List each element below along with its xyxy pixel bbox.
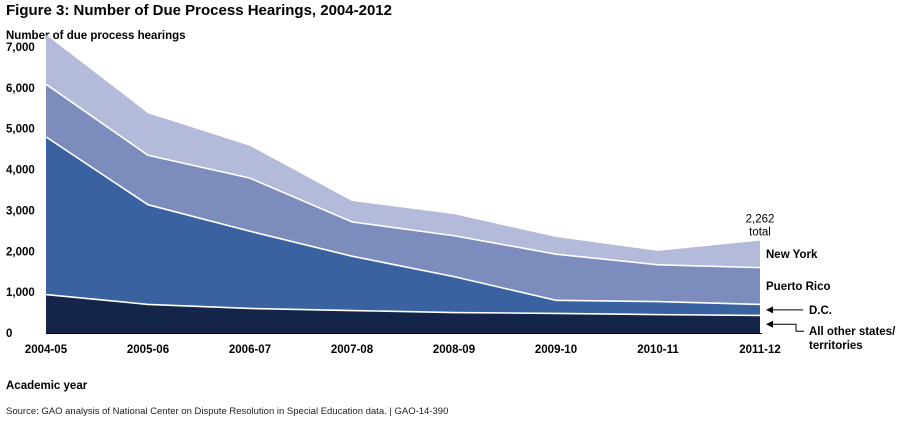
x-tick-label: 2005-06 <box>127 344 169 356</box>
series-label-all-other-line: territories <box>809 340 863 352</box>
y-tick-label: 5,000 <box>6 124 35 136</box>
boundary-puerto-rico <box>45 83 761 269</box>
y-axis-ticks: 0 1,000 2,000 3,000 4,000 5,000 6,000 7,000 <box>6 42 35 340</box>
y-tick-label: 3,000 <box>6 205 35 217</box>
area-layers <box>46 34 760 333</box>
source-note: Source: GAO analysis of National Center … <box>6 406 449 417</box>
x-axis-label: Academic year <box>6 380 88 392</box>
x-tick-label: 2007-08 <box>331 344 374 356</box>
area-new-york <box>46 34 760 268</box>
chart-title: Figure 3: Number of Due Process Hearings… <box>6 2 392 19</box>
all-other-arrow-head <box>766 320 773 328</box>
area-all-other-states-territories <box>46 294 760 333</box>
boundary-all-other-states-territories <box>45 293 761 317</box>
y-tick-label: 7,000 <box>6 42 35 54</box>
area-d-c <box>46 136 760 316</box>
all-other-connector <box>772 323 804 332</box>
y-tick-label: 6,000 <box>6 83 35 95</box>
x-axis-ticks: 2004-05 2005-06 2006-07 2007-08 2008-09 2009-… <box>25 344 781 356</box>
y-tick-label: 4,000 <box>6 165 35 177</box>
series-labels: New York Puerto Rico D.C. All other states/… <box>766 249 896 352</box>
x-tick-label: 2008-09 <box>433 344 475 356</box>
x-tick-label: 2011-12 <box>739 344 781 356</box>
area-puerto-rico <box>46 84 760 305</box>
series-label-new-york: New York <box>766 249 818 261</box>
x-tick-label: 2009-10 <box>535 344 577 356</box>
x-tick-label: 2010-11 <box>637 344 679 356</box>
dc-arrow-head <box>766 306 773 314</box>
boundary-d-c <box>45 136 761 306</box>
series-label-puerto-rico: Puerto Rico <box>766 281 831 293</box>
y-tick-label: 1,000 <box>6 287 35 299</box>
y-tick-label: 0 <box>6 328 12 340</box>
boundary-lines <box>45 83 761 317</box>
total-caption: total <box>749 227 771 239</box>
x-tick-label: 2006-07 <box>229 344 271 356</box>
total-value: 2,262 <box>746 214 775 226</box>
series-label-all-other-line: All other states/ <box>809 326 896 338</box>
series-label-d-c: D.C. <box>809 305 832 317</box>
x-tick-label: 2004-05 <box>25 344 68 356</box>
y-tick-label: 2,000 <box>6 246 35 258</box>
